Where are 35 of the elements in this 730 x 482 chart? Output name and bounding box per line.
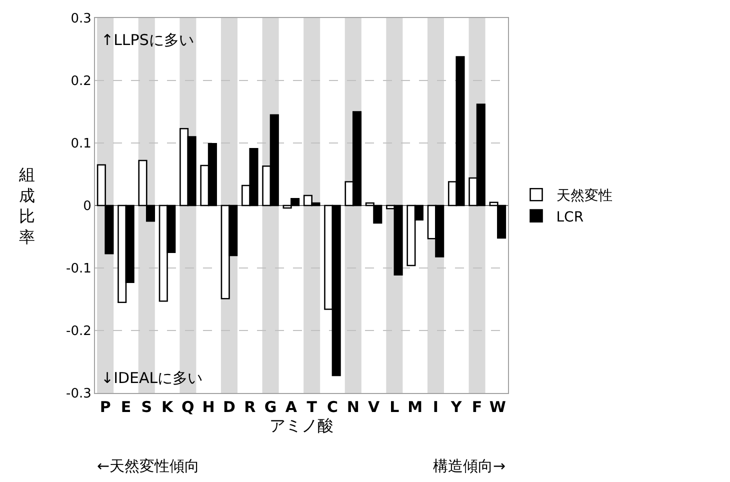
x-tick-label: C xyxy=(326,398,338,416)
x-tick-label: L xyxy=(390,398,400,416)
x-axis-title: アミノ酸 xyxy=(270,416,334,435)
legend-label: LCR xyxy=(556,209,584,226)
x-tick-label: P xyxy=(100,398,111,416)
x-tick-label: S xyxy=(141,398,152,416)
text: 構造傾向→ xyxy=(433,457,506,475)
x-tick-label: F xyxy=(472,398,482,416)
x-tick-label: R xyxy=(244,398,256,416)
x-tick-label: E xyxy=(120,398,132,416)
x-tick-label: N xyxy=(346,398,360,416)
x-tick-label: M xyxy=(408,398,423,416)
x-tick-label: W xyxy=(489,398,506,416)
x-tick-label: Q xyxy=(182,398,194,416)
y-tick-label: -0.2 xyxy=(66,324,92,340)
y-axis-title: 組成比率 xyxy=(18,165,35,246)
x-tick-label: V xyxy=(368,398,380,416)
y-tick-label: 0.2 xyxy=(70,74,92,90)
x-tick-label: G xyxy=(264,398,277,416)
text: ←天然変性傾向 xyxy=(97,457,200,475)
legend-label: 天然変性 xyxy=(556,188,612,204)
y-tick-label: -0.1 xyxy=(66,262,92,277)
x-tick-label: D xyxy=(223,398,236,416)
x-tick-label: Y xyxy=(450,398,463,416)
x-tick-label: A xyxy=(285,398,298,416)
x-tick-label: T xyxy=(306,398,318,416)
x-tick-label: K xyxy=(161,398,174,416)
y-tick-label: 0 xyxy=(83,199,92,214)
x-tick-label: I xyxy=(432,398,439,416)
y-tick-label: -0.3 xyxy=(66,386,92,402)
annotation: ↑LLPSに多い xyxy=(101,31,194,49)
y-tick-label: 0.1 xyxy=(70,136,92,152)
annotation: ↓IDEALに多い xyxy=(101,369,203,387)
y-tick-label: 0.3 xyxy=(70,12,92,27)
x-tick-label: H xyxy=(202,398,215,416)
